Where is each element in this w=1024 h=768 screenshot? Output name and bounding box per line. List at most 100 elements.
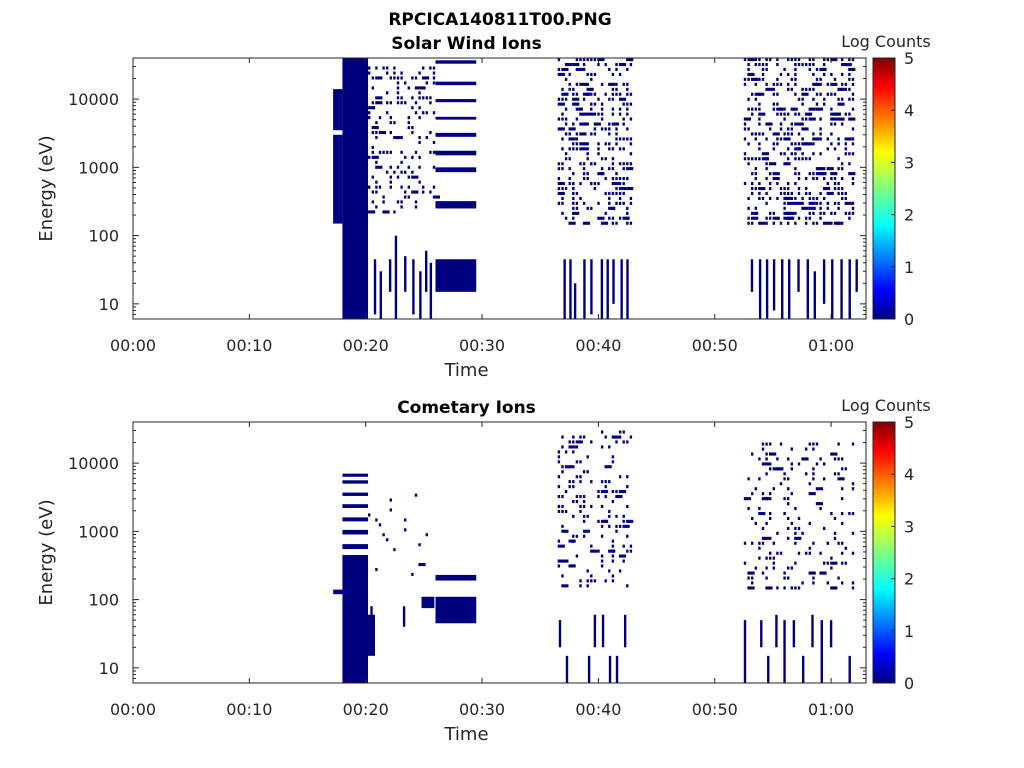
heatmap-cell	[837, 206, 840, 210]
heatmap-cell	[758, 507, 761, 511]
heatmap-cell	[812, 142, 815, 146]
heatmap-block	[435, 596, 477, 624]
heatmap-cell	[564, 97, 568, 101]
heatmap-cell	[851, 97, 855, 101]
heatmap-cell	[629, 549, 633, 553]
heatmap-cell	[618, 92, 622, 96]
heatmap-cell	[808, 67, 811, 71]
heatmap-cell	[747, 576, 750, 580]
heatmap-cell	[393, 210, 396, 214]
heatmap-cell	[586, 142, 589, 146]
heatmap-cell	[579, 495, 582, 499]
heatmap-cell	[429, 190, 432, 194]
heatmap-cell	[812, 477, 815, 481]
heatmap-cell	[579, 584, 582, 588]
heatmap-cell	[579, 475, 582, 479]
heatmap-block	[342, 504, 369, 508]
heatmap-cell	[769, 162, 777, 166]
heatmap-cell	[564, 122, 568, 126]
heatmap-cell	[622, 544, 625, 548]
heatmap-cell	[393, 170, 396, 174]
heatmap-streak	[772, 259, 776, 311]
heatmap-cell	[769, 58, 772, 62]
heatmap-cell	[618, 182, 622, 186]
heatmap-cell	[564, 152, 568, 156]
heatmap-cell	[779, 191, 783, 195]
heatmap-cell	[386, 101, 389, 105]
heatmap-cell	[848, 63, 851, 67]
heatmap-cell	[761, 512, 765, 516]
heatmap-cell	[575, 191, 579, 195]
heatmap-cell	[389, 116, 392, 120]
heatmap-cell	[747, 477, 750, 481]
heatmap-cell	[626, 58, 634, 62]
heatmap-cell	[790, 447, 793, 451]
heatmap-cell	[375, 518, 378, 522]
heatmap-cell	[418, 106, 421, 110]
heatmap-cell	[590, 162, 593, 166]
heatmap-cell	[561, 559, 569, 563]
heatmap-cell	[575, 142, 579, 146]
heatmap-cell	[579, 504, 582, 508]
heatmap-cell	[815, 82, 819, 86]
heatmap-cell	[586, 206, 589, 210]
heatmap-cell	[582, 67, 586, 71]
colorbar-tick-label: 0	[904, 674, 914, 693]
heatmap-cell	[797, 157, 801, 161]
heatmap-cell	[783, 152, 786, 156]
heatmap-cell	[765, 442, 768, 446]
heatmap-cell	[801, 206, 809, 210]
heatmap-cell	[572, 92, 575, 96]
heatmap-cell	[801, 531, 804, 535]
heatmap-cell	[776, 82, 779, 86]
heatmap-cell	[805, 177, 808, 181]
heatmap-cell	[776, 457, 779, 461]
heatmap-cell	[600, 480, 604, 484]
heatmap-cell	[422, 185, 425, 189]
heatmap-cell	[837, 457, 840, 461]
heatmap-cell	[629, 92, 633, 96]
heatmap-cell	[557, 72, 565, 76]
heatmap-cell	[615, 221, 618, 225]
heatmap-cell	[815, 92, 819, 96]
heatmap-cell	[382, 210, 390, 214]
heatmap-cell	[833, 187, 837, 191]
heatmap-cell	[432, 76, 436, 80]
heatmap-cell	[572, 63, 580, 67]
heatmap-cell	[597, 182, 600, 186]
y-axis-label: Energy (eV)	[36, 499, 57, 605]
heatmap-cell	[797, 526, 801, 530]
heatmap-cell	[572, 196, 575, 200]
heatmap-cell	[783, 586, 786, 590]
heatmap-cell	[808, 442, 811, 446]
heatmap-cell	[815, 107, 823, 111]
heatmap-cell	[787, 132, 790, 136]
heatmap-cell	[608, 524, 611, 528]
heatmap-cell	[604, 480, 607, 484]
heatmap-cell	[575, 137, 579, 141]
heatmap-cell	[572, 87, 575, 91]
heatmap-cell	[837, 221, 840, 225]
heatmap-cell	[751, 216, 759, 220]
heatmap-cell	[557, 564, 561, 568]
heatmap-cell	[779, 127, 783, 131]
heatmap-cell	[568, 440, 571, 444]
heatmap-cell	[600, 157, 604, 161]
heatmap-cell	[586, 147, 589, 151]
heatmap-cell	[622, 167, 625, 171]
heatmap-cell	[582, 529, 591, 533]
heatmap-cell	[801, 581, 804, 585]
heatmap-cell	[797, 63, 801, 67]
heatmap-cell	[400, 160, 403, 164]
heatmap-cell	[765, 472, 768, 476]
heatmap-cell	[418, 96, 421, 100]
x-tick-label: 00:10	[226, 336, 272, 355]
heatmap-cell	[772, 142, 775, 146]
heatmap-cell	[375, 160, 378, 164]
heatmap-cell	[593, 112, 597, 116]
x-tick-label: 00:10	[226, 700, 272, 719]
heatmap-cell	[564, 465, 573, 469]
heatmap-cell	[557, 475, 561, 479]
heatmap-cell	[823, 167, 826, 171]
heatmap-cell	[747, 216, 750, 220]
